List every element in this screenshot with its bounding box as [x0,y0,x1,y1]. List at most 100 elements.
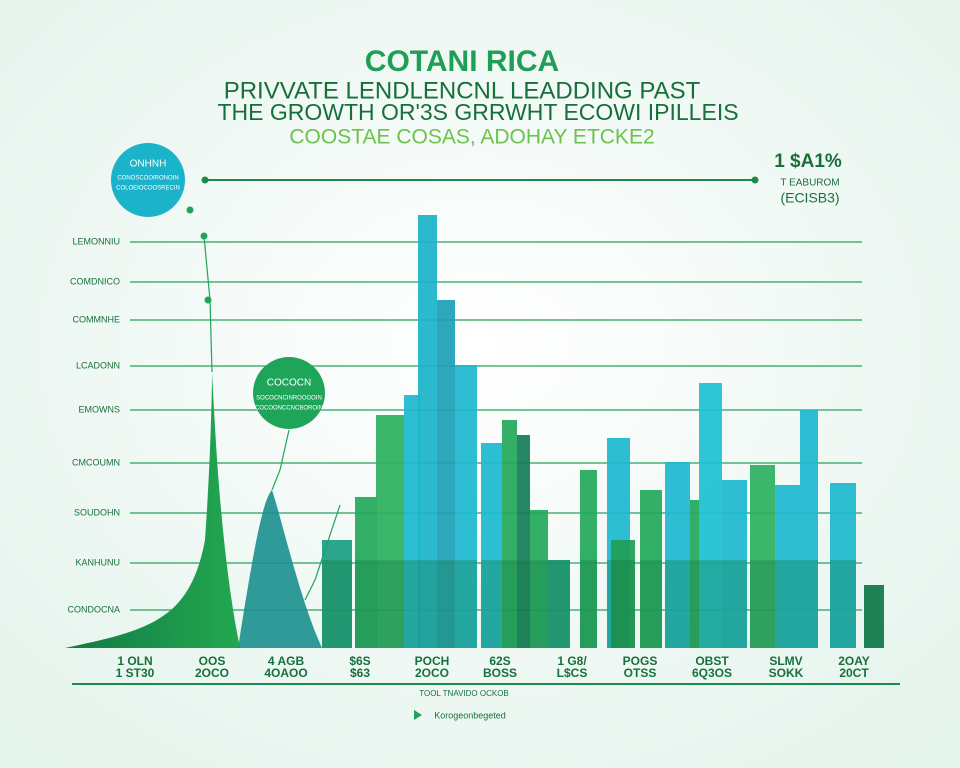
footer-text: TOOL TNAVIDO OCKOB [419,689,509,698]
bar [690,500,699,648]
bar [611,540,635,648]
row-label: CMCOUMN [72,457,120,467]
callout-text: COLOEIOCOOSRECIN [116,186,180,192]
x-label: 2OCO [195,666,229,680]
bar [437,300,455,648]
bar-shade [404,560,420,648]
highlight-text: (ECISB3) [780,190,839,206]
x-label: OOS [199,654,226,668]
callout-text: SOCOCNCINROOOOIN [256,396,322,402]
callout-title: COCOCN [267,378,311,389]
bar [455,365,477,648]
bar [722,480,747,648]
bar [665,462,690,648]
area-triangle [238,490,322,648]
highlight-value: 1 $A1% [774,151,842,172]
bar [750,465,775,648]
x-label: 1 G8/ [557,654,587,668]
bar-shade [376,560,404,648]
subtitle-line: COOSTAE COSAS, ADOHAY ETCKE2 [289,126,654,149]
footer-text: Korogeonbegeted [434,710,506,720]
pin [204,296,212,304]
bar-shade [418,560,437,648]
x-label: 4OAOO [264,666,307,680]
pin [200,232,208,240]
bar [830,483,856,648]
bar-shade [580,560,597,648]
bar [502,420,517,648]
callout-bubble [253,357,325,429]
bar [699,383,722,648]
bar [530,510,548,648]
bar-shade [750,560,775,648]
x-label: 2OCO [415,666,449,680]
bar [775,485,800,648]
bar-shade [611,560,635,648]
pin [186,206,194,214]
highlight-text: T EABUROM [780,178,839,189]
bar-shade [355,560,377,648]
bar-shade [640,560,662,648]
bar-shade [690,560,699,648]
x-label: 62S [489,654,510,668]
bar [376,415,404,648]
bar-shade [722,560,747,648]
x-label: OTSS [624,666,657,680]
row-label: KANHUNU [75,557,120,567]
bar-shade [699,560,722,648]
row-label: EMOWNS [79,404,121,414]
bar-shade [322,560,352,648]
x-label: BOSS [483,666,517,680]
subtitle: PRIVVATE LENDLENCNL LEADDING PAST [224,77,701,104]
pin [751,176,759,184]
x-label: SLMV [769,654,802,668]
x-label: POCH [415,654,450,668]
area-spike [65,372,240,648]
x-label: 4 AGB [268,654,305,668]
bar-shade [665,560,690,648]
row-label: COMDNICO [70,276,120,286]
pin [201,176,209,184]
bar-shade [455,560,477,648]
row-label: CONDOCNA [67,604,120,614]
bar [404,395,420,648]
bar [864,585,884,648]
bar [800,410,818,648]
bar-shade [775,560,800,648]
bar [355,497,377,648]
callout-text: COCOONCCNCBOROIN [255,406,323,412]
callout-text: CONOSCOOIRONOIN [117,176,178,182]
x-label: $6S [349,654,370,668]
bar [517,435,530,648]
bar [418,215,437,648]
bar-shade [437,560,455,648]
x-label: 20CT [839,666,869,680]
footer-icon [414,710,422,720]
bar [322,540,352,648]
x-label: 1 ST30 [116,666,155,680]
subtitle-line: THE GROWTH OR'3S GRRWHT ECOWI IPILLEIS [217,99,738,125]
title: COTANI RICA [365,45,559,78]
bar-shade [864,585,884,648]
row-label: SOUDOHN [74,507,120,517]
x-label: 2OAY [838,654,870,668]
callout-bubble [111,143,185,217]
x-label: $63 [350,666,370,680]
bar [640,490,662,648]
row-label: LEMONNIU [72,236,120,246]
bar-shade [517,560,530,648]
bar [481,443,502,648]
bar-shade [530,560,548,648]
bar [580,470,597,648]
bar-shade [830,560,856,648]
bar-shade [548,560,570,648]
bar-shade [481,560,502,648]
pointer-line [304,504,341,601]
row-label: LCADONN [76,360,120,370]
bar [548,560,570,648]
bar-shade [800,560,818,648]
x-label: 1 OLN [117,654,152,668]
x-label: L$CS [557,666,588,680]
callout-title: ONHNH [130,159,167,170]
